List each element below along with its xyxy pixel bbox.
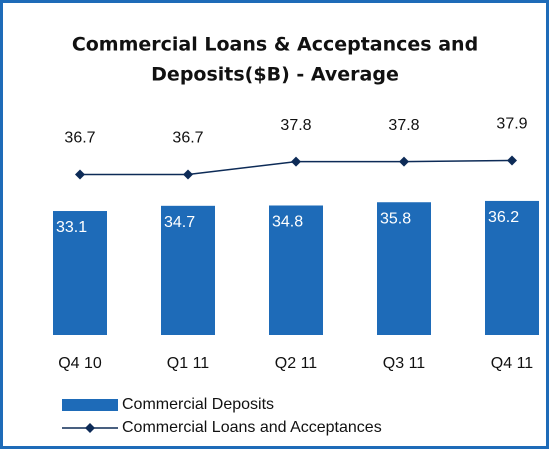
bar-value-label: 34.7: [164, 214, 195, 231]
line-marker: [75, 169, 85, 180]
line-marker: [183, 169, 193, 180]
legend-marker: [85, 423, 95, 433]
line-value-label: 37.8: [280, 117, 311, 134]
bar: [53, 211, 107, 335]
legend-label: Commercial Loans and Acceptances: [122, 419, 382, 436]
bar: [377, 202, 431, 335]
x-tick-label: Q3 11: [383, 355, 426, 372]
line-marker: [291, 156, 301, 167]
bar-value-label: 35.8: [380, 210, 411, 227]
bar-value-label: 33.1: [56, 219, 87, 236]
line-value-label: 36.7: [64, 130, 95, 147]
bar: [161, 205, 215, 335]
x-tick-label: Q4 11: [491, 355, 534, 372]
line-value-label: 37.9: [496, 116, 527, 133]
x-tick-label: Q2 11: [275, 355, 318, 372]
bar: [269, 205, 323, 335]
bar-value-label: 34.8: [272, 214, 303, 231]
bar-value-label: 36.2: [488, 209, 519, 226]
chart-title: Deposits($B) - Average: [151, 64, 399, 86]
legend-label: Commercial Deposits: [122, 396, 274, 413]
x-tick-label: Q4 10: [58, 355, 102, 372]
line-value-label: 37.8: [388, 117, 419, 134]
chart-title: Commercial Loans & Acceptances and: [72, 34, 478, 56]
line-marker: [507, 155, 517, 166]
line-marker: [399, 156, 409, 167]
x-tick-label: Q1 11: [167, 355, 210, 372]
bar: [485, 200, 539, 335]
line-value-label: 36.7: [172, 130, 203, 147]
legend-swatch: [62, 399, 118, 411]
